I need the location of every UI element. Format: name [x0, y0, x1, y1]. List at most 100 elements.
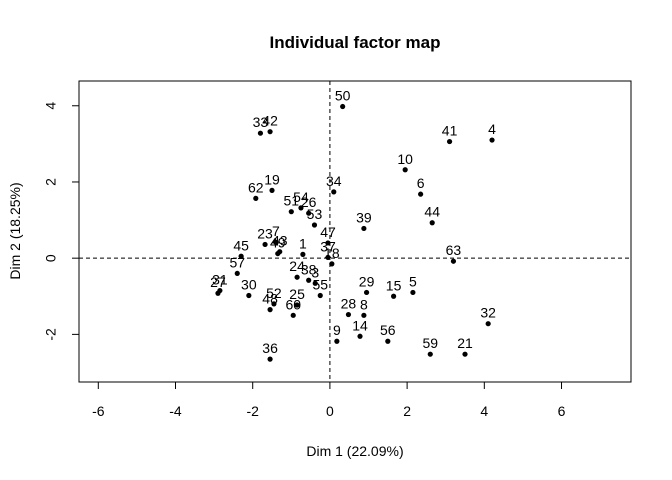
data-point: [410, 289, 416, 296]
point-label: 34: [326, 173, 342, 189]
data-point: [429, 220, 435, 226]
point-label: 6: [417, 175, 425, 191]
data-point: [418, 191, 424, 197]
y-axis-label: Dim 2 (18.25%): [7, 182, 23, 279]
data-point: [334, 338, 340, 344]
point-label: 30: [241, 277, 257, 293]
data-point: [450, 258, 457, 264]
point-label: 10: [397, 151, 413, 167]
point-label: 38: [301, 261, 317, 277]
data-point: [385, 338, 391, 344]
x-tick-label: -4: [169, 403, 182, 419]
point-label: 25: [289, 286, 305, 302]
data-point: [298, 205, 304, 211]
x-tick-label: 4: [480, 403, 488, 419]
point-label: 15: [386, 277, 402, 293]
point-label: 4: [488, 121, 496, 137]
data-point: [446, 138, 453, 145]
point-label: 5: [409, 273, 417, 289]
point-label: 59: [422, 335, 438, 351]
data-point: [275, 250, 281, 257]
plot-frame: [78, 80, 632, 383]
data-point: [427, 351, 433, 357]
point-label: 14: [352, 317, 368, 333]
point-label: 3: [311, 264, 319, 280]
points-layer: [215, 103, 495, 362]
data-point: [317, 292, 323, 299]
data-point: [357, 333, 363, 339]
data-point: [345, 311, 352, 318]
data-point: [325, 240, 331, 246]
data-point: [361, 312, 367, 318]
point-label: 44: [424, 204, 440, 220]
y-tick-label: -2: [43, 328, 59, 341]
point-label: 42: [262, 113, 278, 129]
point-label: 26: [301, 194, 317, 210]
point-label: 23: [257, 225, 273, 241]
y-tick-label: 0: [43, 254, 59, 262]
point-label: 48: [262, 291, 278, 307]
data-point: [267, 356, 273, 362]
data-point: [402, 167, 408, 173]
point-label: 57: [229, 254, 245, 270]
x-tick-label: 6: [558, 403, 566, 419]
data-point: [361, 225, 367, 232]
point-label: 51: [284, 193, 300, 209]
point-label: 9: [333, 322, 341, 338]
point-label: 41: [442, 123, 458, 139]
data-point: [294, 274, 300, 280]
point-label: 52: [266, 285, 282, 301]
point-label: 54: [293, 189, 309, 205]
data-point: [215, 290, 221, 296]
point-label: 37: [320, 238, 336, 254]
point-label: 27: [210, 274, 226, 290]
data-point: [489, 137, 495, 143]
point-label: 29: [359, 273, 375, 289]
point-label: 1: [299, 235, 307, 251]
point-label: 7: [272, 223, 280, 239]
data-point: [485, 321, 491, 327]
x-tick-label: 0: [326, 403, 334, 419]
point-label: 19: [264, 171, 280, 187]
point-label: 63: [446, 242, 462, 258]
data-point: [267, 129, 273, 135]
x-tick-label: 2: [403, 403, 411, 419]
data-point: [391, 293, 397, 299]
point-label: 28: [341, 296, 357, 312]
data-point: [300, 251, 306, 257]
data-point: [273, 239, 279, 245]
reference-lines: [79, 81, 631, 382]
point-label: 21: [457, 335, 473, 351]
data-point: [329, 261, 335, 267]
data-point: [306, 210, 312, 216]
y-tick-label: 4: [43, 102, 59, 110]
point-label: 18: [324, 245, 340, 261]
point-label: 36: [262, 340, 278, 356]
x-axis-label: Dim 1 (22.09%): [306, 443, 403, 459]
point-label: 45: [233, 237, 249, 253]
data-point: [269, 187, 275, 193]
data-point: [238, 253, 244, 259]
point-label: 24: [289, 258, 305, 274]
data-point: [290, 312, 296, 318]
data-point: [363, 289, 370, 296]
data-point: [340, 103, 346, 110]
data-point: [331, 189, 337, 195]
chart-title: Individual factor map: [270, 33, 441, 52]
point-label: 39: [356, 209, 372, 225]
y-tick-label: 2: [43, 178, 59, 186]
data-point: [262, 241, 268, 248]
data-point: [267, 307, 273, 313]
data-point: [294, 302, 300, 308]
point-label: 31: [212, 272, 228, 288]
data-point: [271, 301, 277, 307]
data-point: [253, 195, 259, 201]
data-point: [246, 292, 252, 299]
data-point: [462, 351, 468, 357]
x-axis: -6 -4 -2 0 2 4 6: [92, 381, 566, 419]
point-label: 49: [270, 235, 286, 251]
point-label: 32: [480, 305, 496, 321]
point-label: 62: [248, 179, 264, 195]
